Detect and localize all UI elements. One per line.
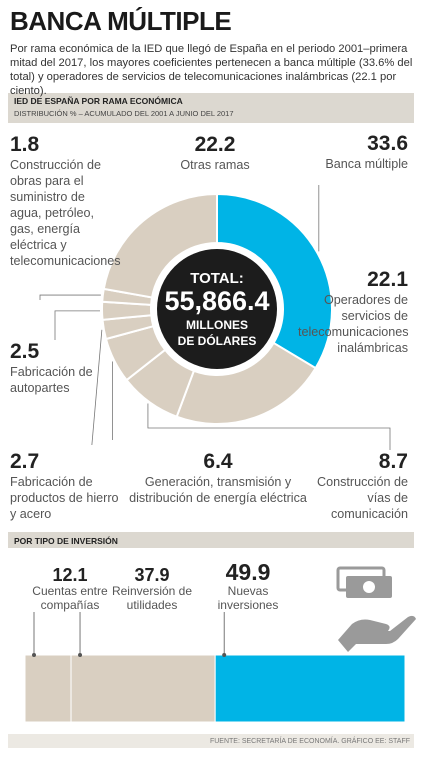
data-label: 1.8	[10, 133, 40, 156]
category-label: Generación, transmisión y distribución d…	[129, 475, 307, 505]
bar-segment	[214, 654, 406, 723]
data-label: 37.9	[134, 565, 170, 585]
title: BANCA MÚLTIPLE	[10, 6, 232, 36]
pie-slice	[216, 192, 333, 370]
category-label: Operadores de servicios de telecomunicac…	[298, 293, 409, 355]
data-label: 6.4	[203, 450, 233, 473]
data-label: 12.1	[52, 565, 88, 585]
data-label: 22.1	[367, 268, 408, 291]
center-unit: DE DÓLARES	[177, 334, 257, 348]
category-label: Fabricación de autopartes	[10, 365, 93, 395]
leader-line	[39, 294, 101, 300]
leader-dot	[222, 653, 227, 657]
section-band	[8, 532, 414, 548]
data-label: 2.7	[10, 450, 40, 473]
category-label: Banca múltiple	[325, 157, 408, 171]
center-total-value: 55,866.4	[164, 286, 270, 316]
pie-slice	[102, 192, 218, 299]
chart-subtitle: DISTRIBUCIÓN % – ACUMULADO DEL 2001 A JU…	[14, 109, 234, 118]
source: FUENTE: SECRETARÍA DE ECONOMÍA. GRÁFICO …	[209, 738, 410, 745]
bar-segment	[24, 654, 72, 723]
legend-label: Reinversión de utilidades	[111, 584, 193, 612]
bar-segment	[70, 654, 216, 723]
data-label: 33.6	[367, 132, 408, 155]
category-label: Fabricación de productos de hierro y ace…	[10, 475, 119, 521]
money-icon	[336, 566, 416, 652]
footer-band	[8, 734, 414, 748]
leader-line	[147, 403, 391, 450]
data-label: 49.9	[225, 559, 271, 585]
legend-label: Cuentas entre compañías	[32, 584, 108, 612]
legend-label: Nuevas inversiones	[217, 584, 279, 612]
center-disc	[157, 249, 277, 369]
chart-title: IED DE ESPAÑA POR RAMA ECONÓMICA	[14, 96, 183, 106]
category-label: Construcción de vías de comunicación	[316, 475, 408, 521]
data-label: 22.2	[194, 133, 236, 156]
section-band	[8, 93, 414, 123]
subtitle: Por rama económica de la IED que llegó d…	[10, 43, 413, 97]
category-label: Otras ramas	[180, 158, 250, 172]
chart-title: POR TIPO DE INVERSIÓN	[14, 536, 118, 546]
leader-dot	[78, 653, 83, 657]
leader-line	[54, 310, 101, 340]
center-total-label: TOTAL:	[190, 270, 244, 287]
category-label: Construcción de obras para el suministro…	[10, 158, 121, 268]
data-label: 8.7	[378, 450, 408, 473]
center-unit: MILLONES	[186, 318, 248, 332]
leader-dot	[32, 653, 36, 657]
leader-line	[91, 329, 103, 446]
data-label: 2.5	[10, 340, 40, 363]
